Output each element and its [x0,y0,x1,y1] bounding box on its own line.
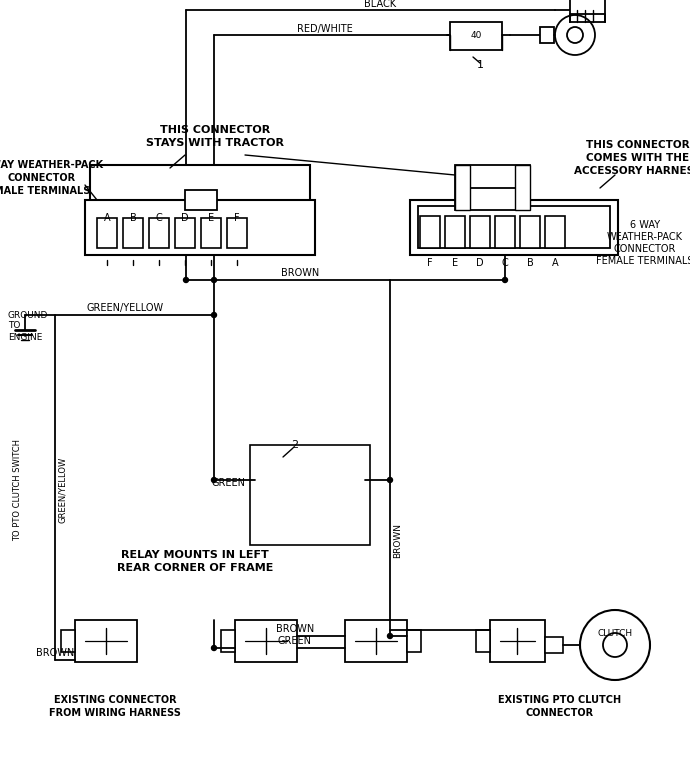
Bar [85,200,315,255]
Circle shape [184,278,188,282]
Text: 40: 40 [471,32,482,41]
Text: 6 WAY: 6 WAY [630,220,660,230]
Bar [221,630,235,652]
Text: ACCESSORY HARNESS: ACCESSORY HARNESS [575,166,690,176]
Bar [445,216,465,248]
Bar [410,200,618,255]
Text: BLACK: BLACK [364,0,396,9]
Bar [520,216,540,248]
Text: B: B [526,258,533,268]
Text: MALE TERMINALS: MALE TERMINALS [0,186,90,196]
Bar [175,218,195,248]
Bar [476,630,490,652]
Text: GROUND: GROUND [8,311,48,319]
Text: C: C [502,258,509,268]
Text: THIS CONNECTOR: THIS CONNECTOR [160,125,270,135]
Text: 2: 2 [291,440,299,450]
Text: GREEN/YELLOW: GREEN/YELLOW [59,457,68,524]
Bar [490,620,545,662]
Bar [470,216,490,248]
Bar [495,216,515,248]
Text: CONNECTOR: CONNECTOR [526,708,594,718]
Text: WEATHER-PACK: WEATHER-PACK [607,232,683,242]
Text: D: D [476,258,484,268]
Text: GREEN: GREEN [278,636,312,646]
Text: EXISTING CONNECTOR: EXISTING CONNECTOR [54,695,177,705]
Text: E: E [452,258,458,268]
Bar [185,190,217,210]
Text: FEMALE TERMINALS: FEMALE TERMINALS [596,256,690,266]
Text: A: A [552,258,558,268]
Bar [201,218,221,248]
Circle shape [212,477,217,483]
Bar [255,455,365,535]
Text: STAYS WITH TRACTOR: STAYS WITH TRACTOR [146,138,284,148]
Bar [545,216,565,248]
Circle shape [388,477,393,483]
Bar [250,445,370,545]
Bar [97,218,117,248]
Bar [455,165,470,210]
Bar [407,630,421,652]
Text: B: B [130,213,137,223]
Bar [345,620,407,662]
Text: F: F [427,258,433,268]
Text: CLUTCH: CLUTCH [598,628,633,638]
Text: C: C [156,213,162,223]
Bar [235,620,297,662]
Text: EXISTING PTO CLUTCH: EXISTING PTO CLUTCH [498,695,622,705]
Circle shape [212,278,217,282]
Text: A: A [104,213,110,223]
Bar [123,218,143,248]
Text: BROWN: BROWN [281,268,319,278]
Text: BROWN: BROWN [393,523,402,557]
Bar [570,0,605,22]
Text: TO PTO CLUTCH SWITCH: TO PTO CLUTCH SWITCH [14,439,23,541]
Bar [418,206,610,248]
Text: GREEN/YELLOW: GREEN/YELLOW [86,303,164,313]
Text: 1: 1 [477,60,484,70]
Text: GREEN: GREEN [211,478,245,488]
Circle shape [502,278,508,282]
Text: CONNECTOR: CONNECTOR [614,244,676,254]
Bar [149,218,169,248]
Text: E: E [208,213,214,223]
Text: BROWN: BROWN [36,648,74,658]
Bar [455,165,530,210]
Text: THIS CONNECTOR: THIS CONNECTOR [586,140,690,150]
Circle shape [388,634,393,638]
Text: F: F [234,213,240,223]
Text: D: D [181,213,189,223]
Text: RELAY MOUNTS IN LEFT: RELAY MOUNTS IN LEFT [121,550,269,560]
Bar [61,630,75,652]
Text: FROM WIRING HARNESS: FROM WIRING HARNESS [49,708,181,718]
Text: CONNECTOR: CONNECTOR [8,173,76,183]
Bar [75,620,137,662]
Bar [540,27,554,43]
Bar [420,216,440,248]
Text: REAR CORNER OF FRAME: REAR CORNER OF FRAME [117,563,273,573]
Text: 6 WAY WEATHER-PACK: 6 WAY WEATHER-PACK [0,160,104,170]
Bar [227,218,247,248]
Bar [545,637,563,653]
Bar [90,165,310,210]
Text: BROWN: BROWN [276,624,314,634]
Text: ENGINE: ENGINE [8,332,42,342]
Text: RED/WHITE: RED/WHITE [297,24,353,34]
Circle shape [212,312,217,318]
Bar [450,22,502,50]
Text: TO: TO [8,322,21,331]
Circle shape [212,645,217,651]
Text: COMES WITH THE: COMES WITH THE [586,153,689,163]
Bar [515,165,530,210]
